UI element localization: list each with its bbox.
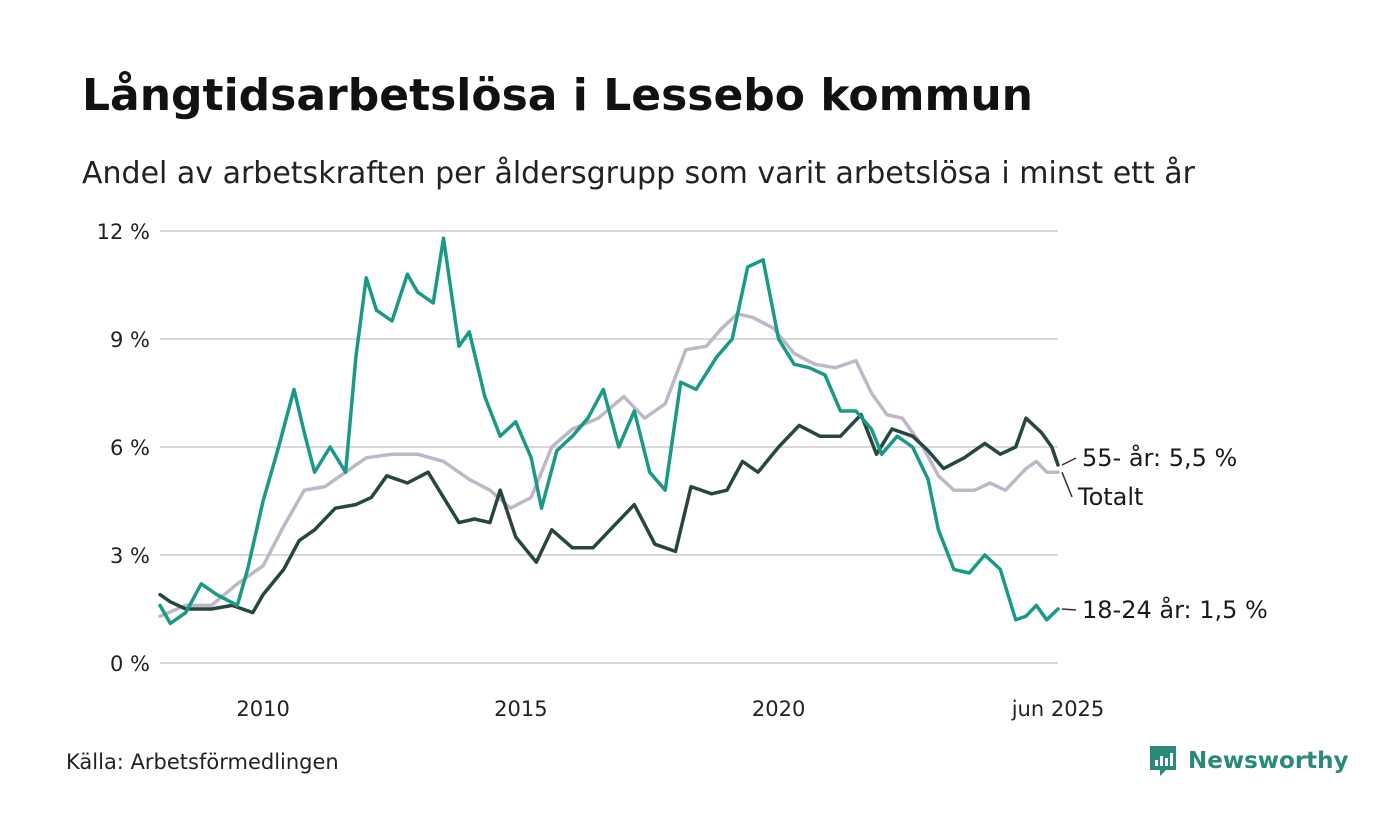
series-label-young: 18-24 år: 1,5 %: [1082, 595, 1268, 624]
y-tick-label: 9 %: [110, 328, 150, 352]
y-tick-label: 6 %: [110, 436, 150, 460]
newsworthy-logo-icon: [1150, 746, 1176, 776]
y-tick-label: 3 %: [110, 544, 150, 568]
brand-name: Newsworthy: [1188, 748, 1349, 774]
label-leader-old: [1061, 457, 1077, 466]
series-lines: [158, 236, 1060, 626]
x-axis-ticks: 2010 2015 2020 jun 2025: [236, 697, 1104, 721]
brand-logo: Newsworthy: [1148, 744, 1349, 778]
series-labels: Totalt 55- år: 5,5 % 18-24 år: 1,5 %: [1061, 443, 1268, 624]
series-label-old: 55- år: 5,5 %: [1082, 443, 1237, 472]
label-leader-total: [1061, 471, 1073, 498]
x-tick-label: jun 2025: [1011, 697, 1105, 721]
x-tick-label: 2015: [494, 697, 547, 721]
y-axis-ticks: 0 % 3 % 6 % 9 % 12 %: [97, 220, 150, 676]
y-tick-label: 12 %: [97, 220, 150, 244]
x-tick-label: 2010: [236, 697, 289, 721]
series-line-young: [158, 236, 1060, 626]
chart-title: Långtidsarbetslösa i Lessebo kommun: [82, 70, 1034, 121]
label-leader-young: [1061, 608, 1077, 611]
series-label-total: Totalt: [1077, 483, 1143, 511]
source-note: Källa: Arbetsförmedlingen: [66, 750, 339, 774]
x-tick-label: 2020: [752, 697, 805, 721]
series-line-old: [158, 412, 1060, 615]
series-line-total: [158, 312, 1060, 618]
grid-lines: [160, 230, 1058, 664]
chart-subtitle: Andel av arbetskraften per åldersgrupp s…: [82, 156, 1195, 191]
y-tick-label: 0 %: [110, 652, 150, 676]
